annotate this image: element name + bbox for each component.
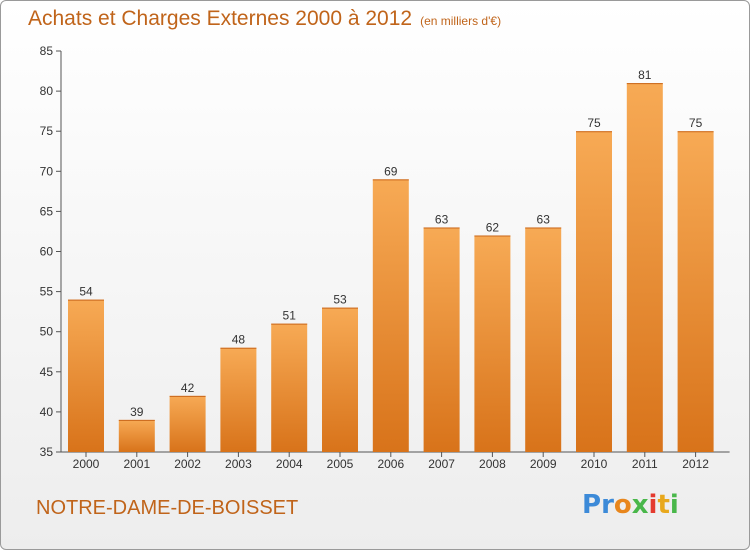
chart-subtitle: (en milliers d'€) <box>420 14 502 28</box>
value-label: 39 <box>130 405 144 419</box>
value-label: 54 <box>79 285 93 299</box>
y-tick-label: 50 <box>40 325 54 339</box>
value-label: 75 <box>587 116 601 130</box>
chart-title: Achats et Charges Externes 2000 à 2012 (e… <box>28 7 501 31</box>
value-label: 63 <box>435 212 449 226</box>
value-label: 75 <box>689 116 703 130</box>
bar-2012[interactable] <box>677 131 714 452</box>
x-tick-label: 2012 <box>682 457 709 471</box>
proxiti-logo[interactable]: Proxiti <box>582 490 679 520</box>
x-tick-label: 2011 <box>632 457 658 471</box>
chart-bars <box>68 83 714 452</box>
value-label: 51 <box>283 309 297 323</box>
x-tick-label: 2001 <box>123 457 150 471</box>
logo-letter: i <box>669 490 679 520</box>
bar-2008[interactable] <box>474 235 511 452</box>
y-tick-label: 65 <box>40 204 54 218</box>
value-label: 62 <box>486 220 500 234</box>
bar-2003[interactable] <box>220 347 257 452</box>
x-tick-label: 2005 <box>327 457 354 471</box>
x-tick-label: 2009 <box>530 457 557 471</box>
x-tick-label: 2010 <box>581 457 608 471</box>
y-tick-label: 35 <box>40 445 54 459</box>
x-tick-label: 2004 <box>276 457 303 471</box>
logo-letter: r <box>601 490 614 520</box>
y-tick-label: 75 <box>40 124 54 138</box>
x-tick-label: 2008 <box>479 457 506 471</box>
value-label: 81 <box>638 68 652 82</box>
bar-2006[interactable] <box>372 179 409 452</box>
value-label: 42 <box>181 381 195 395</box>
y-tick-label: 40 <box>40 405 54 419</box>
bar-2009[interactable] <box>525 227 562 452</box>
bar-2005[interactable] <box>322 307 358 452</box>
value-label: 63 <box>537 212 551 226</box>
logo-letter: i <box>648 490 658 520</box>
x-tick-label: 2007 <box>428 457 455 471</box>
value-label: 69 <box>384 164 398 178</box>
y-tick-label: 85 <box>40 44 54 58</box>
x-tick-label: 2006 <box>377 457 404 471</box>
logo-letter: x <box>631 490 649 520</box>
chart-labels: 2000 54 2001 39 2002 42 2003 48 2004 51 2005 53 2006… <box>73 68 710 471</box>
x-tick-label: 2003 <box>225 457 252 471</box>
y-tick-label: 45 <box>40 365 54 379</box>
chart-title-text: Achats et Charges Externes 2000 à 2012 <box>28 7 413 30</box>
bar-2002[interactable] <box>169 395 206 452</box>
y-tick-label: 55 <box>40 285 54 299</box>
logo-letter: P <box>582 490 602 520</box>
x-tick-label: 2000 <box>73 457 100 471</box>
value-label: 53 <box>333 293 347 307</box>
y-tick-label: 80 <box>40 84 54 98</box>
bar-2004[interactable] <box>271 323 308 452</box>
bar-2000[interactable] <box>68 299 104 452</box>
bar-2001[interactable] <box>118 419 155 452</box>
bar-2011[interactable] <box>626 83 663 452</box>
logo-letter: o <box>613 490 632 520</box>
logo-letter: t <box>657 490 670 520</box>
x-tick-label: 2002 <box>174 457 201 471</box>
value-label: 48 <box>232 333 246 347</box>
y-tick-label: 60 <box>40 245 54 259</box>
bar-2010[interactable] <box>576 131 612 452</box>
bar-2007[interactable] <box>423 227 460 452</box>
y-tick-label: 70 <box>40 164 54 178</box>
location-name: NOTRE-DAME-DE-BOISSET <box>36 497 299 519</box>
